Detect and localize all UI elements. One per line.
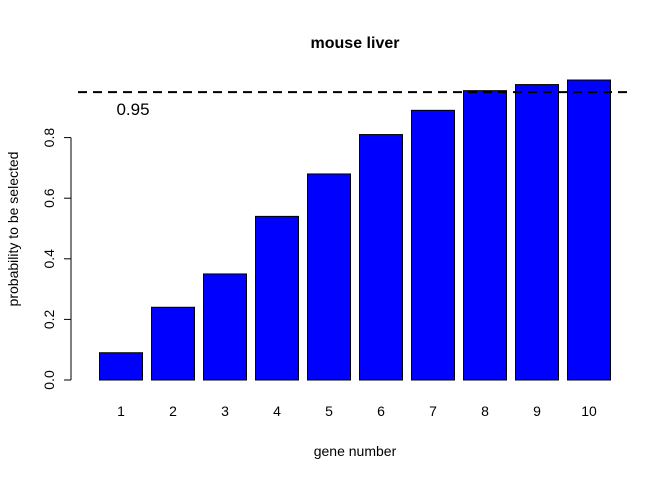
x-tick-label-9: 9 — [533, 403, 541, 419]
bar-9 — [515, 84, 559, 381]
x-tick-label-4: 4 — [273, 403, 281, 419]
chart-title: mouse liver — [311, 35, 400, 52]
bar-1 — [99, 352, 143, 381]
reference-line-label: 0.95 — [116, 100, 149, 119]
x-tick-label-8: 8 — [481, 403, 489, 419]
y-axis: 0.0 0.2 0.4 0.6 0.8 — [41, 128, 72, 390]
y-tick-label-0.8: 0.8 — [41, 128, 57, 148]
x-axis-label: gene number — [314, 443, 397, 459]
bar-8 — [463, 90, 507, 381]
x-tick-label-1: 1 — [117, 403, 125, 419]
bar-4 — [255, 215, 299, 381]
y-tick-label-0.4: 0.4 — [41, 249, 57, 269]
x-tick-label-2: 2 — [169, 403, 177, 419]
y-tick-label-0.2: 0.2 — [41, 309, 57, 329]
bar-5 — [307, 173, 351, 381]
bar-7 — [411, 109, 455, 381]
x-tick-label-7: 7 — [429, 403, 437, 419]
y-tick-label-0.6: 0.6 — [41, 188, 57, 208]
x-tick-label-10: 10 — [581, 403, 597, 419]
bar-10 — [567, 79, 611, 381]
bar-2 — [151, 306, 195, 381]
x-tick-label-6: 6 — [377, 403, 385, 419]
y-axis-label: probability to be selected — [5, 152, 21, 307]
x-tick-label-3: 3 — [221, 403, 229, 419]
bars-group — [99, 79, 611, 381]
x-axis-tick-labels: 1 2 3 4 5 6 7 8 9 10 — [117, 403, 597, 419]
bar-6 — [359, 134, 403, 381]
x-tick-label-5: 5 — [325, 403, 333, 419]
y-tick-label-0.0: 0.0 — [41, 370, 57, 390]
bar-3 — [203, 273, 247, 381]
